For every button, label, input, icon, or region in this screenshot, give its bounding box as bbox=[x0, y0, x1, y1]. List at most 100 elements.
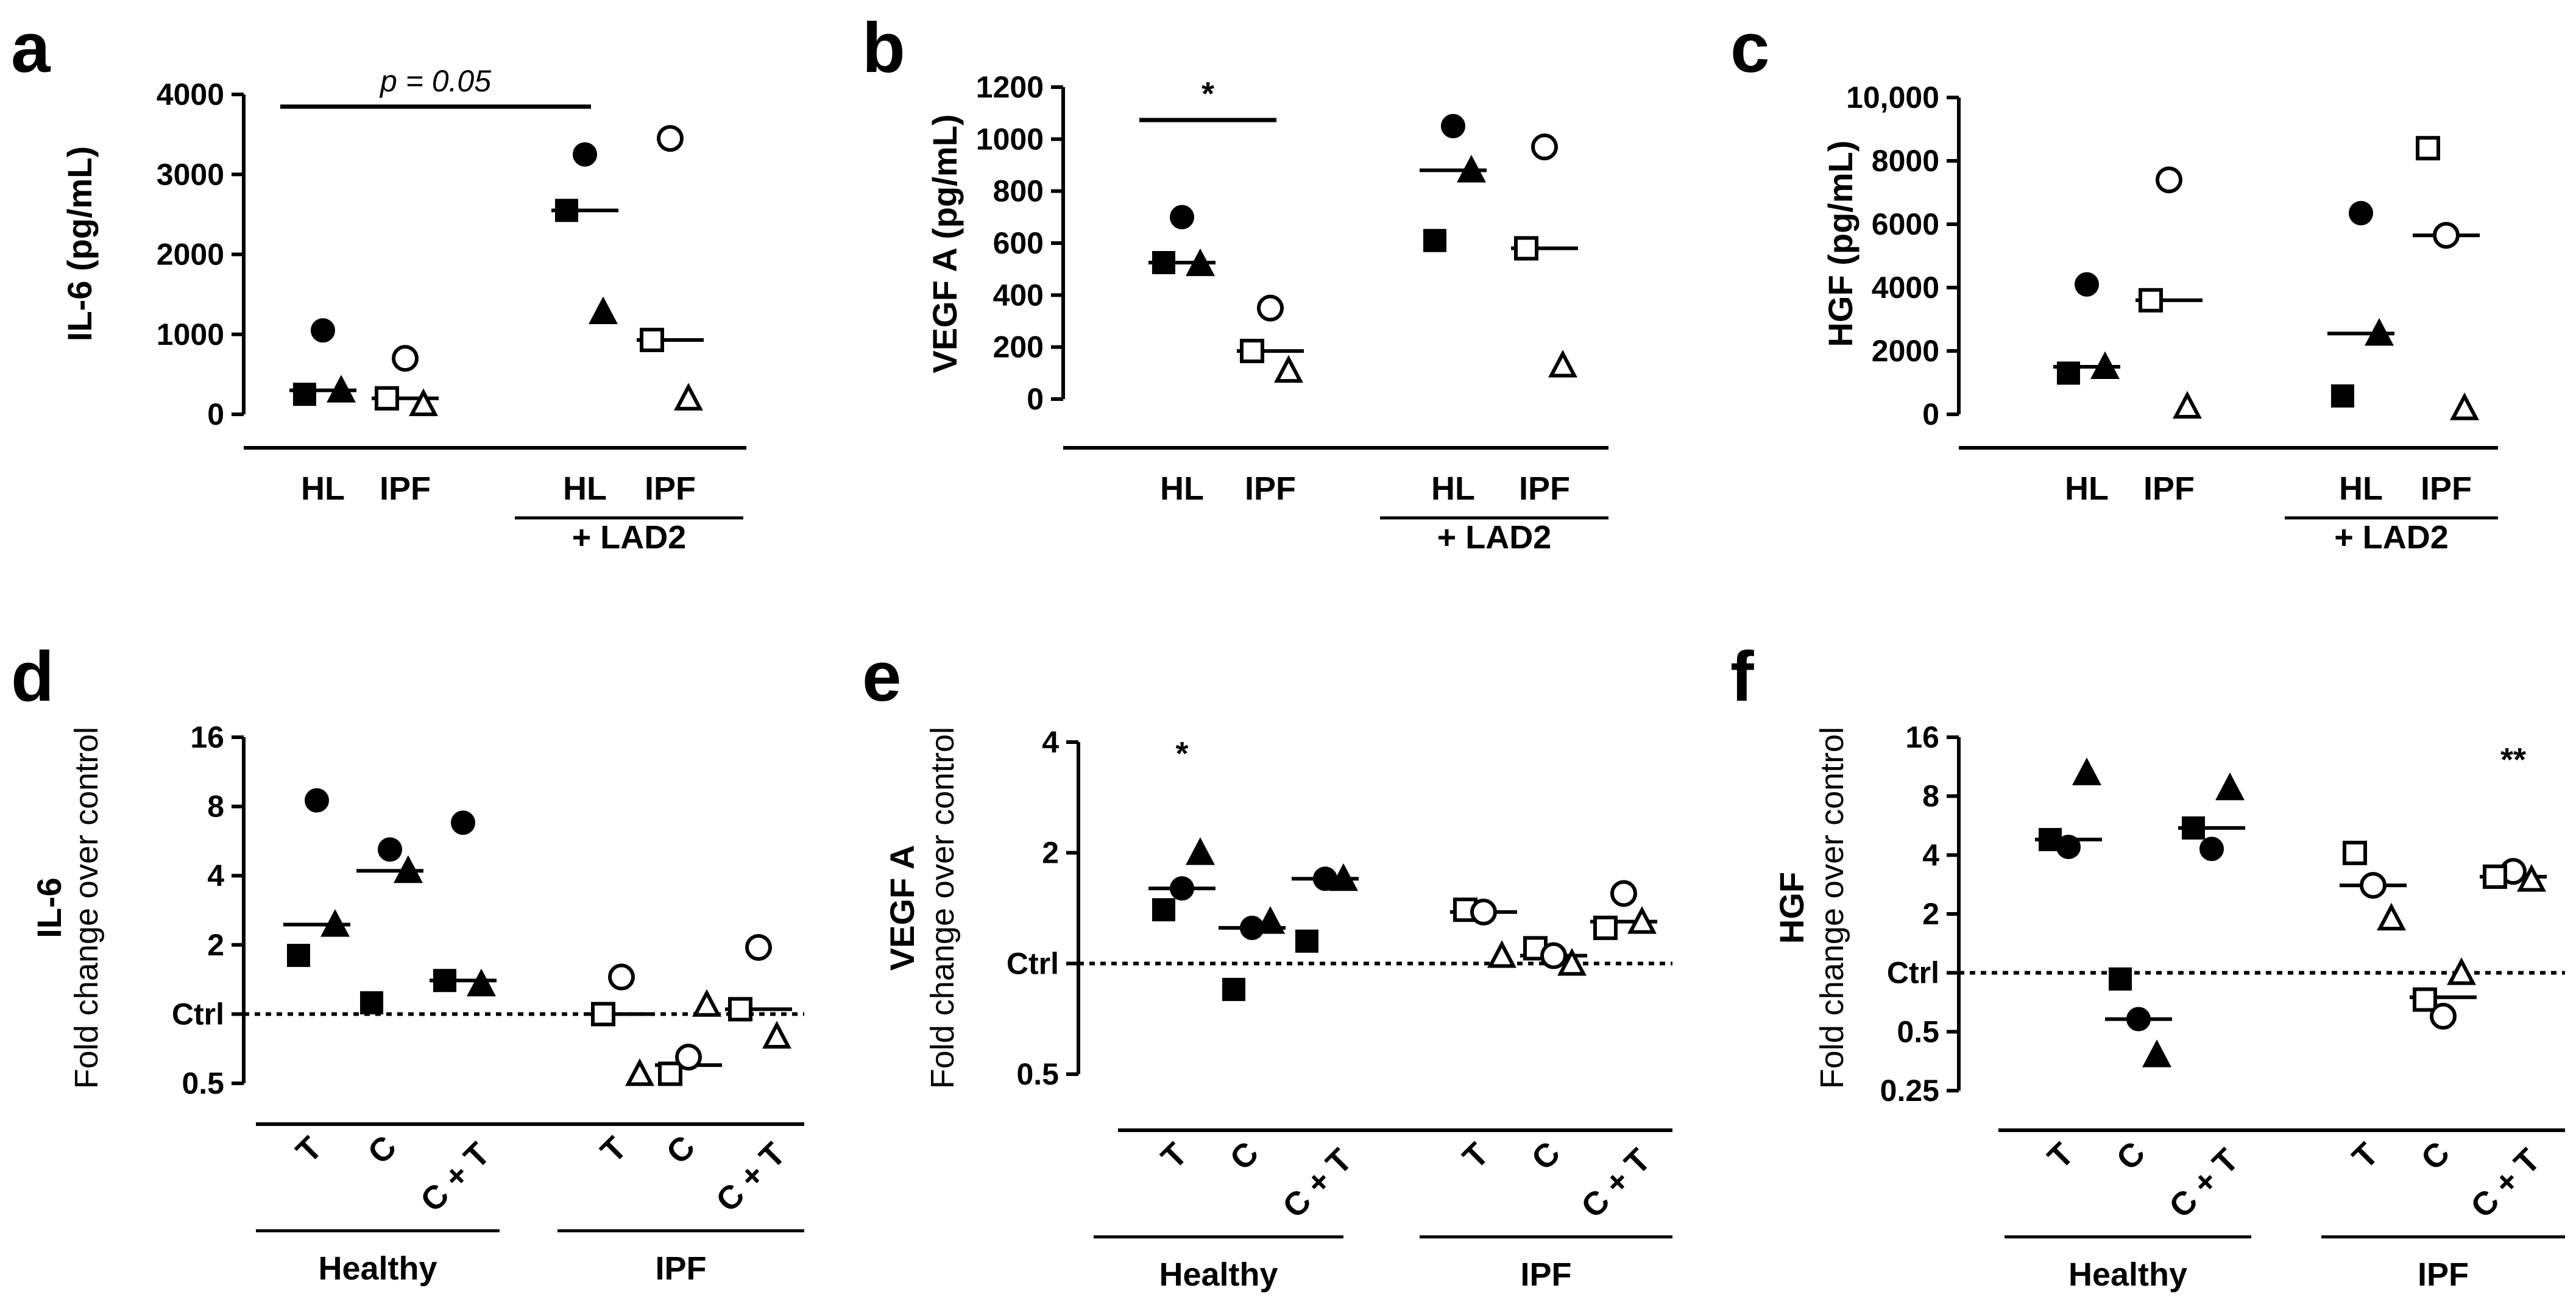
data-point-filled-circle bbox=[1441, 114, 1465, 138]
y-tick-label: 0.5 bbox=[182, 1066, 224, 1100]
y-tick-label: 4 bbox=[207, 858, 224, 893]
y-tick-label: Ctrl bbox=[1887, 956, 1939, 990]
data-point-filled-circle bbox=[311, 318, 335, 343]
panel-letter: d bbox=[11, 637, 54, 716]
y-axis-label-secondary: Fold change over control bbox=[68, 727, 105, 1089]
y-tick-label: 1000 bbox=[976, 122, 1044, 156]
x-category-label: IPF bbox=[645, 470, 696, 507]
x-category-label: C bbox=[1223, 1134, 1265, 1177]
x-category-label: HL bbox=[1431, 470, 1475, 507]
panel-f: f 0.25 0.5 Ctrl 2 4 8 16 HGF Fold change over con… bbox=[1730, 637, 2565, 1293]
data-point-filled-triangle bbox=[1256, 906, 1285, 934]
data-point-filled-triangle bbox=[2215, 772, 2245, 801]
data-point-open-circle bbox=[657, 125, 684, 152]
data-point-filled-square bbox=[1423, 228, 1446, 252]
data-point-open-triangle bbox=[1557, 947, 1587, 976]
panel-d: d 0.5 Ctrl 2 4 8 16 IL-6 Fold change over contro… bbox=[11, 637, 804, 1287]
panel-letter: f bbox=[1730, 637, 1754, 716]
x-category-label: C bbox=[2414, 1134, 2457, 1177]
y-tick-label: 8000 bbox=[1872, 144, 1939, 178]
y-tick-label: 2 bbox=[1042, 836, 1059, 870]
x-category-label: HL bbox=[563, 470, 607, 507]
x-category-label: T bbox=[593, 1130, 634, 1170]
data-point-open-circle bbox=[608, 963, 635, 991]
y-tick-label: 0.5 bbox=[1897, 1014, 1939, 1049]
panel-b: b 0 200 400 600 800 1000 1200 VEGF A (pg/mL) HL IP… bbox=[862, 8, 1608, 556]
significance-label: p = 0.05 bbox=[379, 64, 491, 98]
group-label: + LAD2 bbox=[2334, 519, 2449, 556]
data-point-filled-triangle bbox=[2072, 757, 2101, 785]
data-point-filled-circle bbox=[1170, 205, 1194, 230]
x-category-label: C bbox=[361, 1128, 403, 1171]
panel-e: e 0.5 Ctrl 2 4 VEGF A Fold change over control… bbox=[862, 637, 1672, 1293]
x-category-label: HL bbox=[301, 470, 345, 507]
x-category-label: C + T bbox=[2162, 1142, 2246, 1225]
y-tick-label: 0.5 bbox=[1016, 1057, 1059, 1091]
data-point-open-circle bbox=[1610, 880, 1637, 907]
data-point-filled-triangle bbox=[327, 375, 356, 403]
group-label: Healthy bbox=[1159, 1256, 1278, 1293]
data-point-filled-triangle bbox=[467, 968, 496, 997]
x-category-label: C bbox=[2109, 1134, 2152, 1177]
data-point-filled-triangle bbox=[1329, 863, 1358, 891]
y-axis-label: HGF bbox=[1772, 872, 1811, 944]
data-point-open-triangle bbox=[692, 989, 721, 1017]
x-category-label: T bbox=[2345, 1136, 2385, 1176]
data-point-open-triangle bbox=[1548, 350, 1577, 378]
y-axis-label-secondary: Fold change over control bbox=[1814, 727, 1850, 1089]
y-tick-label: Ctrl bbox=[172, 997, 224, 1031]
data-point-filled-circle bbox=[305, 788, 329, 813]
y-axis-label: IL-6 (pg/mL) bbox=[60, 146, 99, 341]
y-tick-label: 6000 bbox=[1872, 207, 1939, 241]
data-point-open-square bbox=[1514, 236, 1538, 261]
y-tick-label: 4 bbox=[1922, 838, 1939, 872]
data-point-open-square bbox=[2343, 840, 2367, 865]
significance-star: * bbox=[1175, 735, 1188, 772]
data-point-open-triangle bbox=[674, 383, 703, 411]
data-point-open-triangle bbox=[2447, 957, 2476, 985]
y-tick-label: 800 bbox=[993, 174, 1044, 208]
data-point-open-circle bbox=[1257, 294, 1284, 322]
x-category-label: C + T bbox=[1276, 1142, 1359, 1225]
y-axis-label: VEGF A bbox=[883, 845, 921, 971]
y-tick-label: Ctrl bbox=[1007, 946, 1059, 980]
y-tick-label: 8 bbox=[1922, 779, 1939, 813]
data-point-filled-square bbox=[2109, 967, 2132, 991]
data-point-open-square bbox=[591, 1002, 615, 1027]
data-point-filled-square bbox=[433, 969, 456, 993]
x-category-label: C + T bbox=[2464, 1142, 2547, 1225]
data-point-filled-triangle bbox=[394, 855, 423, 883]
data-point-open-triangle bbox=[2377, 902, 2406, 931]
y-tick-label: 0 bbox=[1922, 397, 1939, 431]
data-point-filled-square bbox=[2057, 361, 2080, 385]
data-point-open-circle bbox=[675, 1044, 702, 1071]
data-point-open-circle bbox=[392, 345, 419, 372]
data-point-filled-circle bbox=[573, 142, 597, 167]
data-point-open-square bbox=[1240, 339, 1264, 364]
data-point-open-square bbox=[2139, 288, 2163, 313]
x-category-label: C bbox=[659, 1128, 702, 1171]
y-axis-label: VEGF A (pg/mL) bbox=[925, 114, 964, 373]
significance-label: * bbox=[1201, 76, 1214, 112]
group-label: Healthy bbox=[318, 1250, 437, 1287]
y-tick-label: 3000 bbox=[157, 157, 224, 191]
panel-letter: e bbox=[862, 637, 902, 716]
x-category-label: C + T bbox=[414, 1136, 497, 1219]
group-label: + LAD2 bbox=[1437, 519, 1552, 556]
y-tick-label: 0.25 bbox=[1880, 1074, 1939, 1108]
data-point-filled-square bbox=[287, 944, 310, 968]
y-tick-label: 4000 bbox=[1872, 271, 1939, 305]
panel-letter: b bbox=[862, 8, 905, 87]
y-tick-label: 1000 bbox=[157, 317, 224, 352]
data-point-open-square bbox=[640, 327, 664, 352]
y-tick-label: 16 bbox=[190, 720, 224, 754]
data-point-filled-square bbox=[2331, 384, 2354, 408]
y-axis-label-secondary: Fold change over control bbox=[924, 727, 961, 1089]
group-label: IPF bbox=[655, 1250, 706, 1287]
y-tick-label: 600 bbox=[993, 226, 1044, 260]
data-point-open-triangle bbox=[1627, 906, 1657, 934]
panel-a: a 0 1000 2000 3000 4000 IL-6 (pg/mL) HL IPF HL IPF… bbox=[11, 8, 746, 556]
y-tick-label: 200 bbox=[993, 330, 1044, 364]
data-point-open-square bbox=[658, 1061, 682, 1086]
data-point-open-circle bbox=[745, 933, 772, 961]
